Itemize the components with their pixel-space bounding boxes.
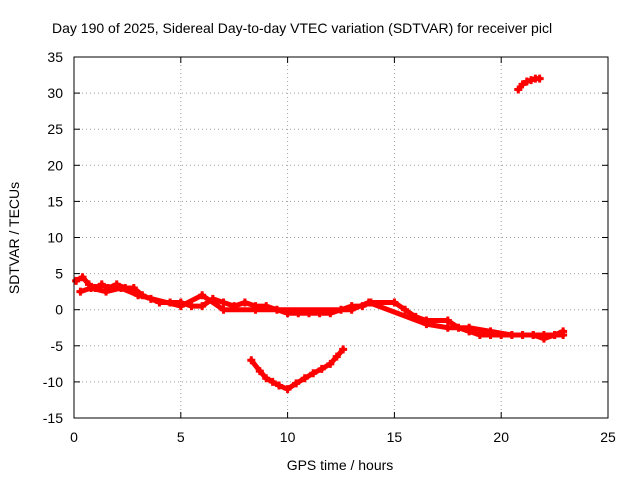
grid-lines	[74, 57, 608, 418]
y-axis-label: SDTVAR / TECUs	[6, 182, 22, 294]
x-tick-label: 10	[280, 429, 296, 445]
y-tick-label: -5	[51, 338, 64, 354]
data-point-band	[366, 299, 429, 327]
y-tick-label: 35	[47, 49, 63, 65]
y-tick-label: 25	[47, 121, 63, 137]
data-point-band	[199, 292, 227, 313]
axis-ticks: 0 5 10 15 20 25 -15 -10 -5 0 5 10 15 20 25 30 35	[43, 49, 616, 445]
y-tick-label: 30	[47, 85, 63, 101]
series-v-shaped-arc	[247, 345, 348, 394]
data-point	[559, 327, 568, 336]
y-tick-label: 20	[47, 157, 63, 173]
y-tick-label: 5	[55, 266, 63, 282]
x-tick-label: 20	[493, 429, 509, 445]
data-point-band	[135, 292, 184, 309]
x-axis-label: GPS time / hours	[287, 457, 394, 473]
y-tick-label: 10	[47, 230, 63, 246]
y-tick-label: 0	[55, 302, 63, 318]
y-tick-label: -15	[43, 410, 63, 426]
data-point	[535, 74, 544, 83]
x-tick-label: 25	[600, 429, 616, 445]
x-tick-label: 15	[387, 429, 403, 445]
data-point	[339, 345, 348, 354]
data-points	[72, 74, 568, 394]
series-secondary-track	[76, 284, 568, 343]
data-point-band	[178, 292, 205, 309]
y-tick-label: 15	[47, 193, 63, 209]
x-tick-label: 5	[177, 429, 185, 445]
x-tick-label: 0	[70, 429, 78, 445]
series-main-track	[72, 273, 568, 339]
series-top-arc	[514, 74, 544, 94]
y-tick-label: -10	[43, 374, 63, 390]
chart-title: Day 190 of 2025, Sidereal Day-to-day VTE…	[52, 20, 552, 36]
